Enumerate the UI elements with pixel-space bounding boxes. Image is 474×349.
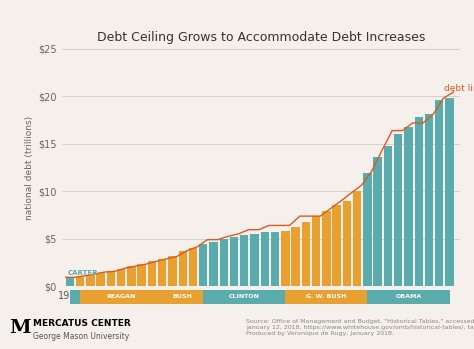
Bar [363,173,372,286]
Text: M: M [9,319,31,337]
Text: OBAMA: OBAMA [395,294,421,299]
Bar [86,275,94,286]
Text: George Mason University: George Mason University [33,332,129,341]
Text: G. W. BUSH: G. W. BUSH [306,294,346,299]
Bar [404,127,413,286]
Bar [332,206,341,286]
Bar [322,211,330,286]
Bar [219,239,228,286]
Bar [137,264,146,286]
Bar [127,266,136,286]
Bar [343,201,351,286]
Bar [292,227,300,286]
Text: CLINTON: CLINTON [229,294,260,299]
Text: REAGAN: REAGAN [107,294,136,299]
Bar [445,98,454,286]
Bar [199,244,208,286]
Bar [281,231,290,286]
Bar [271,232,279,286]
Bar [210,242,218,286]
Text: debt limit: debt limit [445,84,474,94]
Bar [367,290,449,304]
Bar [394,134,402,286]
Bar [353,191,361,286]
Bar [80,290,162,304]
Bar [425,114,433,286]
Bar [435,101,444,286]
Bar [240,235,248,286]
Bar [76,277,84,286]
Text: MERCATUS CENTER: MERCATUS CENTER [33,319,131,328]
Bar [117,269,125,286]
Text: Source: Office of Management and Budget, "Historical Tables," accessed
January 1: Source: Office of Management and Budget,… [246,319,474,336]
Y-axis label: national debt (trillions): national debt (trillions) [25,116,34,220]
Text: BUSH: BUSH [173,294,192,299]
Bar [384,146,392,286]
Bar [96,273,105,286]
Bar [70,290,80,304]
Bar [148,261,156,286]
Bar [189,248,197,286]
Bar [65,277,74,286]
Bar [301,222,310,286]
Bar [312,216,320,286]
Bar [179,251,187,286]
Bar [158,259,166,286]
Bar [374,157,382,286]
Text: CARTER: CARTER [68,270,99,276]
Bar [107,271,115,286]
Bar [168,255,177,286]
Title: Debt Ceiling Grows to Accommodate Debt Increases: Debt Ceiling Grows to Accommodate Debt I… [97,30,425,44]
Bar [285,290,367,304]
Bar [415,117,423,286]
Bar [261,232,269,286]
Bar [230,237,238,286]
Bar [162,290,203,304]
Bar [203,290,285,304]
Bar [250,234,259,286]
